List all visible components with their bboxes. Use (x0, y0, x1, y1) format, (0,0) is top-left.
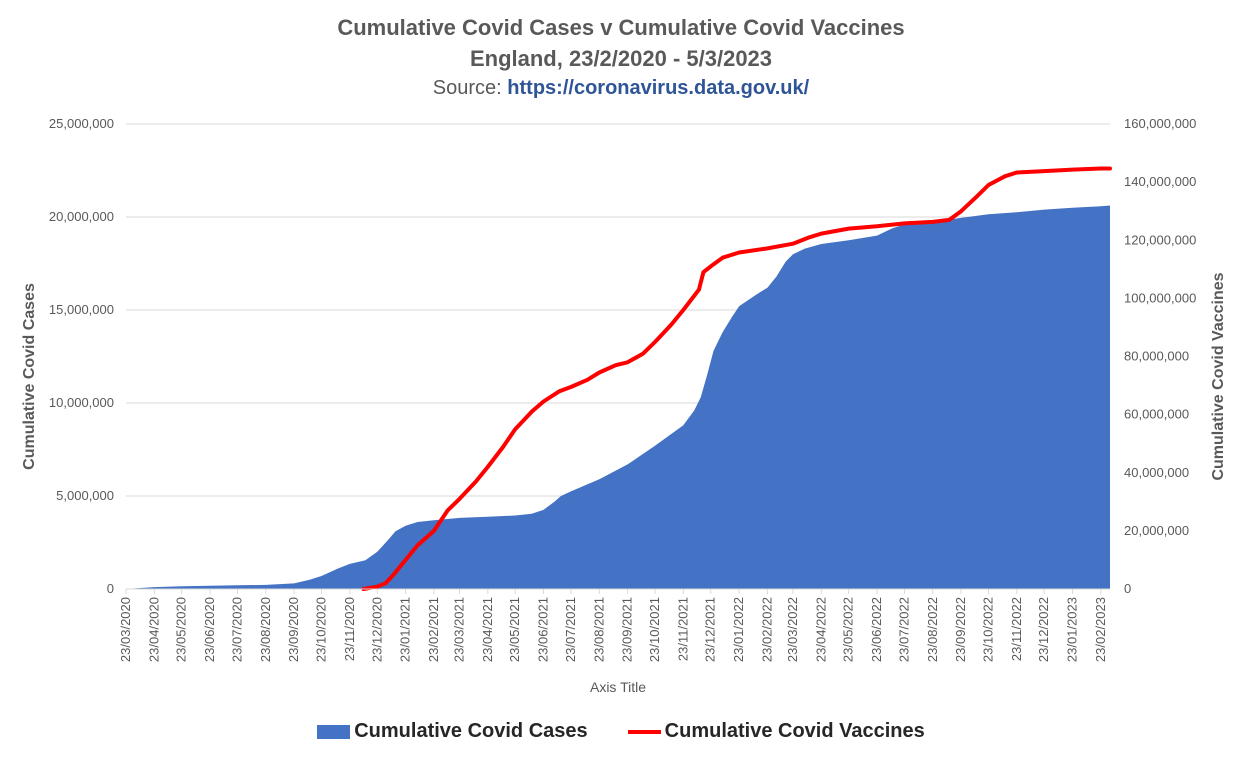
legend-label-cases: Cumulative Covid Cases (354, 720, 588, 742)
x-tick-label: 23/10/2020 (314, 597, 329, 662)
y-tick-label-left: 25,000,000 (49, 116, 114, 131)
x-tick-label: 23/07/2022 (896, 597, 911, 662)
x-tick-label: 23/06/2022 (869, 597, 884, 662)
x-tick-label: 23/02/2022 (759, 597, 774, 662)
x-tick-label: 23/11/2022 (1009, 597, 1024, 661)
x-tick-label: 23/04/2020 (146, 597, 161, 662)
x-tick-label: 23/08/2022 (925, 597, 940, 662)
x-tick-label: 23/06/2021 (536, 597, 551, 662)
source-label: Source: (432, 77, 502, 99)
x-tick-label: 23/11/2021 (675, 597, 690, 661)
x-tick-label: 23/11/2020 (342, 597, 357, 661)
x-tick-label: 23/08/2020 (258, 597, 273, 662)
x-tick-label: 23/05/2021 (507, 597, 522, 662)
x-tick-label: 23/02/2021 (426, 597, 441, 662)
x-tick-label: 23/01/2022 (731, 597, 746, 662)
y-tick-label-right: 120,000,000 (1124, 232, 1196, 247)
x-tick-label: 23/03/2020 (118, 597, 133, 662)
x-tick-label: 23/12/2022 (1036, 597, 1051, 662)
y-tick-label-right: 100,000,000 (1124, 290, 1196, 305)
x-tick-label: 23/06/2020 (202, 597, 217, 662)
x-tick-label: 23/07/2020 (230, 597, 245, 662)
y-tick-label-left: 0 (107, 581, 114, 596)
y-axis-title-right: Cumulative Covid Vaccines (1210, 272, 1227, 480)
x-tick-label: 23/07/2021 (563, 597, 578, 662)
y-tick-label-right: 80,000,000 (1124, 349, 1189, 364)
y-tick-label-right: 60,000,000 (1124, 407, 1189, 422)
y-tick-label-left: 20,000,000 (49, 209, 114, 224)
y-tick-label-left: 15,000,000 (49, 302, 114, 317)
x-tick-label: 23/08/2021 (591, 597, 606, 662)
chart-title-block: Cumulative Covid Cases v Cumulative Covi… (0, 12, 1242, 102)
x-tick-label: 23/09/2020 (286, 597, 301, 662)
legend-swatch-vaccines (627, 729, 661, 734)
x-tick-label: 23/01/2023 (1065, 597, 1080, 662)
x-tick-label: 23/04/2021 (480, 597, 495, 662)
y-tick-label-right: 40,000,000 (1124, 465, 1189, 480)
x-tick-label: 23/12/2020 (369, 597, 384, 662)
y-tick-label-left: 5,000,000 (56, 488, 114, 503)
y-tick-label-right: 0 (1124, 581, 1131, 596)
chart-legend: Cumulative Covid Cases Cumulative Covid … (0, 720, 1242, 743)
y-tick-label-right: 140,000,000 (1124, 174, 1196, 189)
x-tick-label: 23/10/2021 (647, 597, 662, 662)
x-tick-label: 23/09/2021 (620, 597, 635, 662)
x-tick-label: 23/01/2021 (398, 597, 413, 662)
y-tick-label-right: 160,000,000 (1124, 116, 1196, 131)
x-tick-label: 23/05/2022 (841, 597, 856, 662)
y-tick-label-left: 10,000,000 (49, 395, 114, 410)
source-link[interactable]: https://coronavirus.data.gov.uk/ (507, 77, 810, 99)
x-tick-label: 23/12/2021 (703, 597, 718, 662)
legend-item-cases[interactable]: Cumulative Covid Cases (317, 720, 588, 743)
x-tick-label: 23/05/2020 (174, 597, 189, 662)
x-axis-title: Axis Title (590, 679, 646, 695)
legend-label-vaccines: Cumulative Covid Vaccines (664, 720, 925, 742)
x-tick-label: 23/10/2022 (981, 597, 996, 662)
y-axis-title-left: Cumulative Covid Cases (21, 283, 38, 470)
chart-subtitle: England, 23/2/2020 - 5/3/2023 (469, 46, 773, 71)
x-tick-label: 23/09/2022 (953, 597, 968, 662)
x-tick-label: 23/02/2023 (1093, 597, 1108, 662)
legend-swatch-cases (317, 724, 351, 739)
chart-title: Cumulative Covid Cases v Cumulative Covi… (337, 15, 905, 40)
y-tick-label-right: 20,000,000 (1124, 523, 1189, 538)
x-tick-label: 23/04/2022 (813, 597, 828, 662)
x-tick-label: 23/03/2021 (452, 597, 467, 662)
series-line-vaccines (361, 166, 1112, 591)
legend-item-vaccines[interactable]: Cumulative Covid Vaccines (627, 720, 925, 743)
x-tick-label: 23/03/2022 (785, 597, 800, 662)
chart-source: Source: https://coronavirus.data.gov.uk/ (0, 74, 1242, 102)
series-area-cases (126, 205, 1110, 589)
